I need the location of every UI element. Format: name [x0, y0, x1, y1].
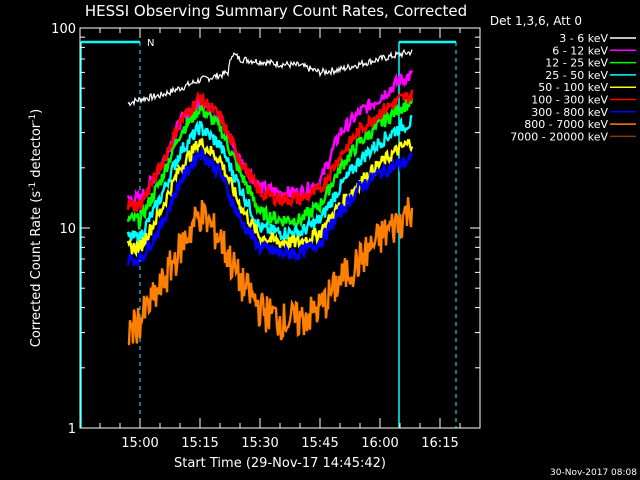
legend-title: Det 1,3,6, Att 0 [490, 14, 582, 28]
y-axis-label-mid: detector [29, 122, 44, 182]
legend-label: 6 - 12 keV [552, 44, 608, 57]
y-axis-label-sup2: -1 [28, 114, 38, 123]
y-axis-label: Corrected Count Rate (s-1 detector-1) [28, 109, 44, 347]
x-axis-label: Start Time (29-Nov-17 14:45:42) [174, 456, 386, 471]
y-axis: 1 10 100 [51, 22, 480, 437]
legend-label: 100 - 300 keV [531, 94, 608, 107]
y-tick-label: 1 [68, 422, 76, 437]
plot-area: N [80, 38, 457, 428]
legend-label: 300 - 800 keV [531, 106, 608, 119]
x-tick-label: 15:30 [241, 436, 278, 451]
night-marker: N [147, 38, 154, 49]
chart-title: HESSI Observing Summary Count Rates, Cor… [85, 2, 467, 20]
timestamp: 30-Nov-2017 08:08 [550, 468, 637, 478]
x-axis: 15:00 15:15 15:30 15:45 16:00 16:15 [99, 28, 461, 451]
y-axis-label-main: Corrected Count Rate (s [29, 191, 44, 348]
y-tick-label: 100 [51, 22, 76, 37]
x-tick-label: 16:15 [421, 436, 458, 451]
legend-label: 25 - 50 keV [545, 69, 608, 82]
legend-label: 800 - 7000 keV [524, 118, 608, 131]
x-tick-label: 15:00 [121, 436, 158, 451]
legend-label: 50 - 100 keV [538, 81, 608, 94]
series-line-3 [126, 114, 413, 246]
y-axis-label-sup1: -1 [28, 182, 38, 191]
legend-label: 7000 - 20000 keV [510, 130, 608, 143]
y-tick-label: 10 [59, 222, 76, 237]
x-tick-label: 15:15 [181, 436, 218, 451]
x-tick-label: 16:00 [361, 436, 398, 451]
series-line-6 [126, 144, 413, 267]
series-line-5 [126, 89, 414, 213]
series-line-7 [127, 197, 414, 346]
y-axis-label-end: ) [29, 109, 44, 114]
series-line-0 [127, 48, 413, 107]
x-tick-label: 15:45 [301, 436, 338, 451]
legend-label: 12 - 25 keV [545, 57, 608, 70]
series-line-2 [126, 95, 414, 231]
legend-label: 3 - 6 keV [559, 32, 608, 45]
